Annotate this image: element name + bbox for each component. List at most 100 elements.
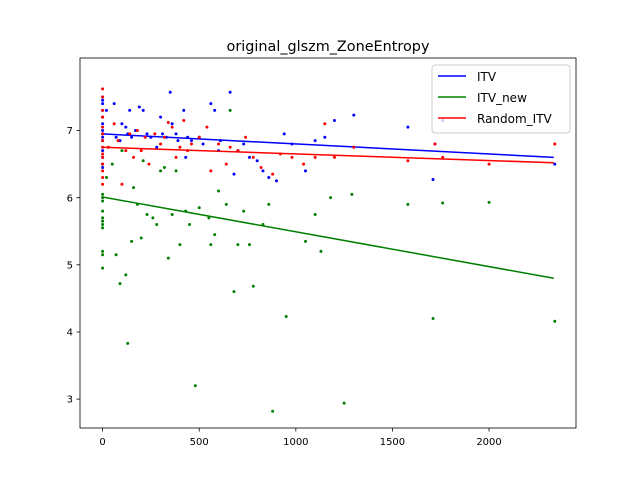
data-point-itv-new — [141, 159, 145, 163]
data-point-random-itv — [302, 162, 306, 166]
data-point-random-itv — [135, 129, 139, 133]
data-point-itv — [290, 142, 294, 146]
data-point-itv-new — [159, 169, 163, 173]
data-point-itv — [120, 122, 124, 126]
data-point-itv-new — [124, 273, 128, 277]
y-tick-label: 7 — [67, 126, 73, 137]
data-point-itv — [186, 135, 190, 139]
data-point-random-itv — [101, 139, 105, 143]
data-point-random-itv — [112, 122, 116, 126]
data-point-random-itv — [217, 142, 221, 146]
data-point-itv-new — [178, 243, 182, 247]
data-point-itv-new — [139, 236, 143, 240]
data-point-itv-new — [236, 243, 240, 247]
data-point-itv — [247, 155, 251, 159]
data-point-itv-new — [162, 165, 166, 169]
data-point-itv — [155, 145, 159, 149]
data-point-random-itv — [186, 149, 190, 153]
data-point-itv — [114, 135, 118, 139]
data-point-itv — [130, 135, 134, 139]
data-point-itv — [184, 155, 188, 159]
data-point-itv-new — [151, 216, 155, 220]
data-point-itv-new — [350, 192, 354, 196]
data-point-itv-new — [261, 223, 265, 227]
data-point-random-itv — [101, 87, 105, 91]
data-point-itv-new — [319, 249, 323, 253]
data-point-itv-new — [118, 282, 122, 286]
data-point-random-itv — [120, 182, 124, 186]
data-point-random-itv — [313, 155, 317, 159]
data-point-random-itv — [170, 125, 174, 129]
data-point-itv — [174, 132, 178, 136]
data-point-itv — [313, 139, 317, 143]
data-point-itv-new — [101, 249, 105, 253]
data-point-itv — [124, 125, 128, 129]
data-point-itv-new — [284, 315, 288, 319]
data-point-itv — [101, 98, 105, 102]
data-point-random-itv — [224, 162, 228, 166]
data-point-itv — [242, 142, 246, 146]
data-point-itv-new — [406, 202, 410, 206]
data-point-random-itv — [244, 135, 248, 139]
data-point-random-itv — [153, 132, 157, 136]
legend: ITV ITV_new Random_ITV — [431, 64, 571, 134]
y-tick-label: 3 — [67, 395, 73, 406]
data-point-itv-new — [101, 253, 105, 257]
data-point-random-itv — [101, 95, 105, 99]
data-point-random-itv — [332, 155, 336, 159]
data-point-itv-new — [170, 212, 174, 216]
data-point-itv — [267, 176, 271, 180]
data-point-itv — [553, 162, 557, 166]
data-point-itv — [189, 139, 193, 143]
data-point-itv-new — [166, 256, 170, 260]
data-point-random-itv — [101, 125, 105, 129]
plot-frame — [79, 57, 577, 429]
data-point-itv-new — [135, 202, 139, 206]
data-point-random-itv — [101, 108, 105, 112]
data-point-itv-new — [217, 189, 221, 193]
data-point-random-itv — [101, 152, 105, 156]
data-point-itv — [159, 115, 163, 119]
data-point-random-itv — [433, 142, 437, 146]
data-point-random-itv — [159, 142, 163, 146]
x-tick-label: 1500 — [380, 437, 405, 448]
data-point-itv — [145, 132, 149, 136]
data-point-itv — [161, 132, 165, 136]
data-point-itv-new — [267, 202, 271, 206]
data-point-itv — [168, 90, 172, 94]
data-point-itv — [323, 135, 327, 139]
data-point-random-itv — [101, 162, 105, 166]
data-point-itv-new — [120, 149, 124, 153]
data-point-random-itv — [487, 162, 491, 166]
y-tick-label: 5 — [67, 260, 73, 271]
x-tick-label: 2000 — [476, 437, 501, 448]
data-point-itv — [303, 169, 307, 173]
data-point-random-itv — [124, 149, 128, 153]
data-point-itv-new — [242, 209, 246, 213]
x-tick-label: 0 — [99, 437, 105, 448]
data-point-random-itv — [147, 162, 151, 166]
data-point-itv — [101, 122, 105, 126]
data-point-itv-new — [193, 384, 197, 388]
data-point-random-itv — [205, 125, 209, 129]
data-point-itv-new — [145, 212, 149, 216]
data-point-itv-new — [271, 409, 275, 413]
data-point-random-itv — [101, 176, 105, 180]
data-point-random-itv — [166, 120, 170, 124]
data-point-random-itv — [101, 182, 105, 186]
data-point-random-itv — [278, 152, 282, 156]
legend-box — [431, 64, 571, 134]
data-point-itv — [275, 179, 279, 183]
data-point-random-itv — [101, 132, 105, 136]
data-point-itv — [406, 125, 410, 129]
data-point-itv — [182, 108, 186, 112]
legend-label-itv-new: ITV_new — [477, 91, 527, 105]
data-point-itv — [128, 108, 132, 112]
data-point-random-itv — [182, 118, 186, 122]
data-point-itv-new — [209, 243, 213, 247]
data-point-itv-new — [114, 253, 118, 257]
data-point-random-itv — [251, 155, 255, 159]
data-point-itv-new — [101, 226, 105, 230]
data-point-itv — [176, 139, 180, 143]
